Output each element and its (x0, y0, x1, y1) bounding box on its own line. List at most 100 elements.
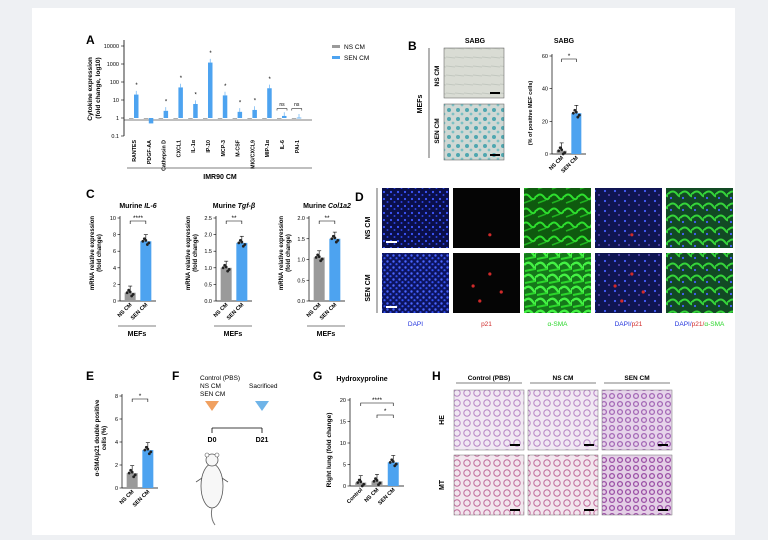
panel-a-sig-star: * (224, 84, 227, 90)
panel-b-row-label-sen: SEN CM (434, 118, 441, 143)
panel-a-xtick-label: IL-6 (280, 140, 286, 149)
panel-g-inner-sig: * (384, 408, 387, 415)
panel-a-bar-sen (222, 95, 228, 118)
chart-ytick-label: 2.0 (204, 233, 212, 239)
chart-ytick-label: 0 (545, 152, 548, 158)
chart-ytick-label: 0.0 (204, 299, 212, 305)
chart-data-point (576, 115, 580, 119)
chart-ytick-label: 20 (340, 398, 346, 404)
chart-ytick-label: 4 (115, 440, 118, 446)
chart-data-point (314, 256, 318, 259)
panel-a-bar-ns (158, 118, 164, 119)
chart-data-point (127, 471, 131, 475)
panel-f-group-sen: SEN CM (200, 391, 225, 398)
chart-data-point (558, 146, 562, 150)
panel-h-col-label: Control (PBS) (468, 375, 511, 382)
histology-scalebar (510, 509, 520, 511)
if-image-dapi-sen (382, 253, 449, 313)
chart-data-point (238, 239, 242, 242)
panel-a-sig-star: * (195, 93, 198, 99)
panel-a-xlabel: IMR90 CM (203, 174, 237, 181)
chart-data-point (573, 108, 577, 112)
chart-sig-label: ** (324, 215, 330, 222)
panel-a-bar-ns (277, 118, 282, 119)
panel-f-timeline: Control (PBS) NS CM SEN CM Sacrificed D0… (195, 375, 278, 526)
chart-ytick-label: 20 (542, 119, 548, 125)
panel-b-ylabel: (% of positive MEF cells) (528, 81, 534, 146)
chart-bar (313, 257, 325, 301)
panel-c-group-label: MEFs (317, 331, 336, 338)
chart-data-point (147, 452, 151, 456)
panel-a-bar-ns (217, 118, 223, 119)
panel-a-xtick-label: PDGF-AA (147, 140, 153, 164)
chart-ytick-label: 5 (343, 463, 346, 469)
chart-sig-bracket (225, 220, 243, 224)
chart-data-point (226, 269, 230, 273)
chart-ytick-label: 1.5 (204, 249, 212, 255)
histology-image (453, 389, 525, 451)
chart-sig-label: **** (372, 397, 383, 404)
p21-positive-cell (641, 290, 645, 294)
panel-a-xtick-label: IP-10 (206, 140, 212, 153)
panel-a-xtick-label: RANTES (132, 140, 138, 162)
chart-data-point (145, 243, 149, 246)
chart-data-point (577, 113, 581, 117)
panel-a-sig-star: * (269, 77, 272, 83)
panel-a-bar-ns (262, 118, 267, 119)
chart-data-point (129, 468, 133, 472)
panel-a-xtick-label: Cathepsin D (162, 140, 168, 171)
panel-a-bar-ns (173, 118, 178, 119)
chart-ytick-label: 60 (542, 54, 548, 60)
sabg-sen-image (443, 103, 505, 161)
chart-bar (124, 292, 136, 301)
chart-data-point (237, 241, 241, 245)
panel-letter-a: A (86, 33, 95, 47)
chart-bar (371, 481, 383, 486)
chart-data-point (388, 460, 392, 464)
panel-a-ytick-label: 10000 (104, 44, 119, 50)
chart-sig-bracket (129, 220, 147, 224)
p21-positive-cell (620, 299, 624, 303)
chart-xtick-label: SEN CM (132, 489, 152, 509)
figure-page: A B C D E F G H Cytokine expression (fol… (32, 8, 735, 535)
chart-bar (329, 238, 341, 301)
histology-scalebar (584, 444, 594, 446)
panel-a-xtick-label: MCP-3 (221, 140, 227, 157)
panel-a-sig-ns: ns (294, 102, 300, 108)
chart-data-point (374, 477, 377, 481)
panel-letter-f: F (172, 369, 179, 383)
chart-sig-bracket (561, 58, 577, 62)
chart-data-point (144, 445, 148, 449)
panel-a-bar-sen (163, 110, 169, 118)
panel-f-event-label: Sacrificed (249, 383, 278, 390)
panel-a-bar-ns (247, 118, 252, 119)
panel-a-ylabel: Cytokine expression (fold change, log10) (87, 55, 102, 120)
panel-d-row-label-ns: NS CM (365, 217, 372, 240)
panel-a-ytick-label: 1000 (107, 62, 119, 68)
chart-data-point (377, 483, 380, 487)
panel-b-row-label-ns: NS CM (434, 66, 441, 87)
if-image-asma-ns (524, 188, 591, 248)
chart-data-point (574, 110, 578, 114)
panel-d-col-label: p21 (481, 321, 492, 328)
histology-image (527, 454, 599, 516)
chart-ytick-label: 2.0 (297, 216, 305, 222)
p21-positive-cell (499, 290, 503, 294)
chart-data-point (331, 234, 335, 238)
chart-data-point (132, 475, 136, 479)
chart-data-point (560, 148, 564, 152)
panel-b-sabg: MEFs SABG NS CM SEN CM SABG (% of positi… (417, 38, 586, 175)
chart-ytick-label: 10 (110, 216, 116, 222)
panel-h-row-label: HE (439, 415, 446, 425)
legend-label-ns: NS CM (344, 44, 365, 51)
chart-data-point (561, 152, 565, 156)
chart-ytick-label: 0 (113, 299, 116, 305)
sabg-sen-scalebar (490, 154, 500, 156)
chart-ytick-label: 0 (343, 484, 346, 490)
chart-ytick-label: 1.0 (204, 266, 212, 272)
panel-a-bar-ns (232, 118, 238, 119)
